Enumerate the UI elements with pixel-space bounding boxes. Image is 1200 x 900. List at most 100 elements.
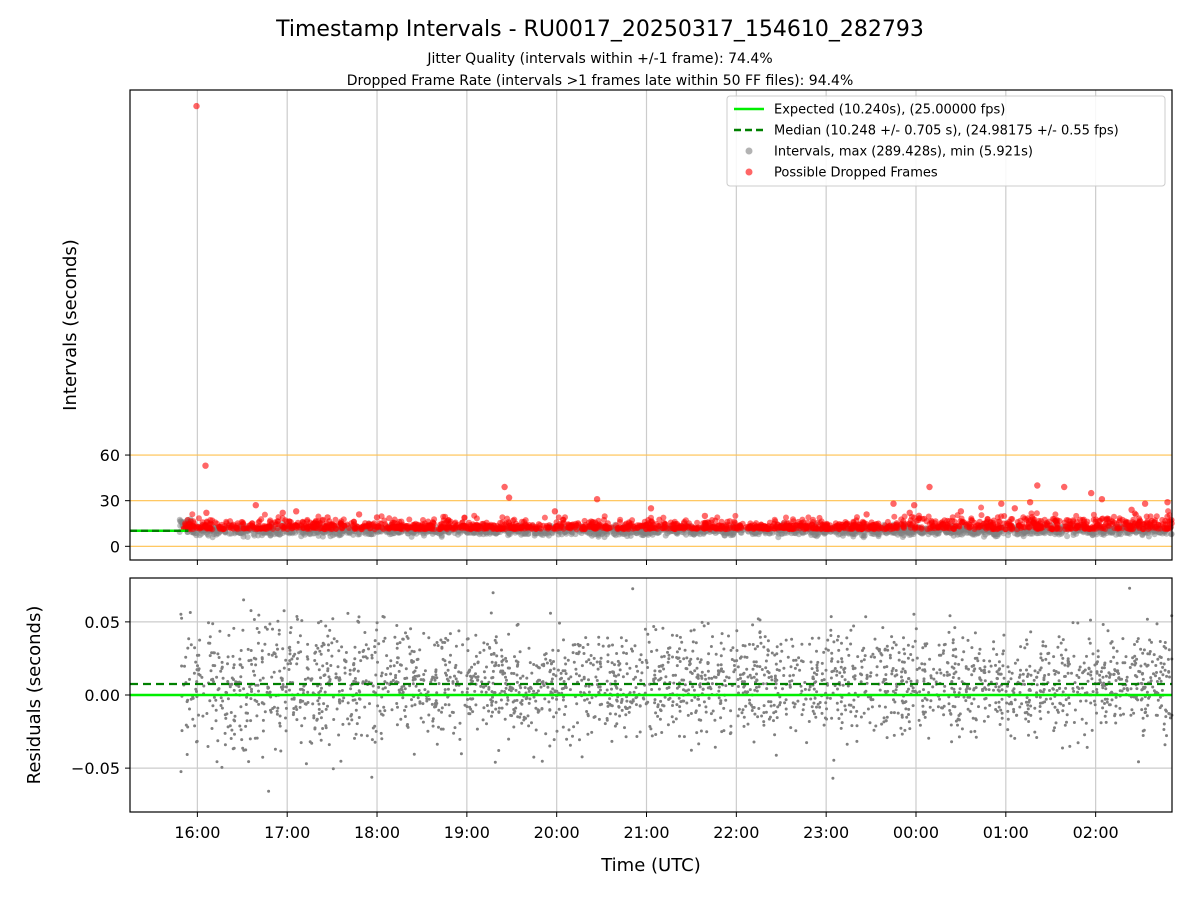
residual-point — [788, 680, 792, 683]
residual-point — [624, 713, 628, 717]
interval-point — [727, 530, 734, 537]
residual-point — [1028, 664, 1032, 668]
residual-point — [949, 723, 953, 727]
residual-point — [208, 699, 212, 703]
residual-point — [321, 727, 325, 730]
dropped-frame-point — [985, 524, 992, 530]
residual-point — [683, 648, 687, 652]
residual-point — [997, 660, 1001, 664]
dropped-frame-point — [328, 520, 335, 527]
dropped-frame-point — [990, 517, 997, 524]
residual-point — [594, 675, 598, 679]
residual-point — [1080, 717, 1084, 721]
residual-point — [295, 718, 299, 722]
residual-point — [1024, 717, 1028, 721]
dropped-frame-point — [1135, 520, 1142, 527]
residual-point — [1158, 640, 1162, 643]
residual-point — [313, 659, 317, 662]
residual-point — [772, 703, 776, 707]
residual-point — [562, 680, 566, 683]
residual-point — [554, 711, 558, 715]
residual-point — [1141, 716, 1145, 720]
residual-point — [1080, 686, 1084, 690]
interval-point — [587, 530, 594, 537]
residual-point — [704, 710, 708, 714]
residual-point — [319, 652, 323, 656]
residual-point — [370, 656, 374, 660]
residual-point — [906, 656, 910, 660]
residual-point — [685, 701, 689, 705]
residual-point — [890, 635, 894, 639]
residual-point — [549, 668, 552, 672]
dropped-frame-outlier-14 — [701, 512, 709, 520]
dropped-frame-point — [234, 526, 241, 533]
residual-point — [557, 707, 561, 711]
residual-point — [1159, 661, 1163, 665]
residual-point — [829, 628, 833, 632]
dropped-frame-point — [513, 524, 520, 531]
residual-point — [801, 708, 805, 712]
residual-point — [815, 705, 818, 709]
dropped-frame-point — [940, 521, 947, 528]
residual-point — [762, 704, 766, 708]
residual-point — [810, 667, 814, 671]
residual-point — [729, 709, 733, 713]
dropped-frame-point — [567, 525, 574, 532]
residual-point — [478, 651, 482, 655]
residual-point — [1039, 652, 1043, 656]
residual-point — [395, 723, 399, 727]
residual-point — [223, 731, 227, 735]
residual-point — [625, 699, 629, 703]
residual-point — [1025, 638, 1028, 642]
dropped-frame-outlier-21 — [998, 500, 1005, 507]
residual-point — [1019, 668, 1022, 672]
dropped-frame-point — [189, 526, 196, 533]
residual-point — [507, 632, 511, 636]
residual-point — [1018, 705, 1022, 709]
residual-point — [330, 641, 334, 645]
dropped-frame-point — [878, 524, 885, 531]
residual-point — [1149, 676, 1153, 680]
dropped-frame-point — [709, 517, 716, 523]
residual-point — [400, 685, 404, 689]
residual-point — [606, 660, 610, 664]
residual-point — [1115, 649, 1119, 653]
residual-point — [585, 710, 589, 713]
legend-label-intervals: Intervals, max (289.428s), min (5.921s) — [774, 145, 1033, 160]
dropped-frame-point — [840, 523, 847, 530]
dropped-frame-outlier-12 — [593, 496, 601, 503]
residual-point — [659, 699, 663, 703]
residual-point — [1140, 688, 1144, 692]
residual-point — [762, 673, 766, 677]
residual-point — [453, 726, 457, 730]
residual-point — [947, 630, 951, 634]
intervals-y-tick-label-0: 0 — [110, 537, 120, 556]
residual-point — [275, 643, 279, 647]
residual-point — [485, 722, 488, 726]
residual-point — [682, 688, 685, 692]
residual-point — [293, 652, 297, 656]
residual-point — [270, 675, 274, 679]
residual-point — [978, 676, 982, 680]
residual-point — [784, 698, 788, 702]
residual-point — [344, 651, 348, 654]
residual-point — [337, 649, 341, 653]
residual-point — [780, 649, 784, 653]
residual-point — [954, 655, 958, 659]
residual-point — [755, 686, 758, 689]
residual-point — [491, 710, 494, 714]
residual-point — [232, 626, 236, 630]
dropped-frame-point — [956, 523, 963, 530]
residual-point — [233, 714, 237, 718]
residual-point — [215, 760, 219, 764]
dropped-frame-point — [926, 525, 933, 532]
dropped-frame-outlier-15 — [863, 511, 870, 518]
residual-point — [1133, 643, 1136, 646]
residual-point — [692, 688, 696, 692]
residual-point — [431, 719, 435, 723]
residual-point — [750, 676, 754, 680]
residual-point — [354, 708, 358, 712]
residual-point — [233, 732, 236, 736]
residual-point — [1056, 710, 1060, 714]
residual-point — [1166, 657, 1170, 661]
